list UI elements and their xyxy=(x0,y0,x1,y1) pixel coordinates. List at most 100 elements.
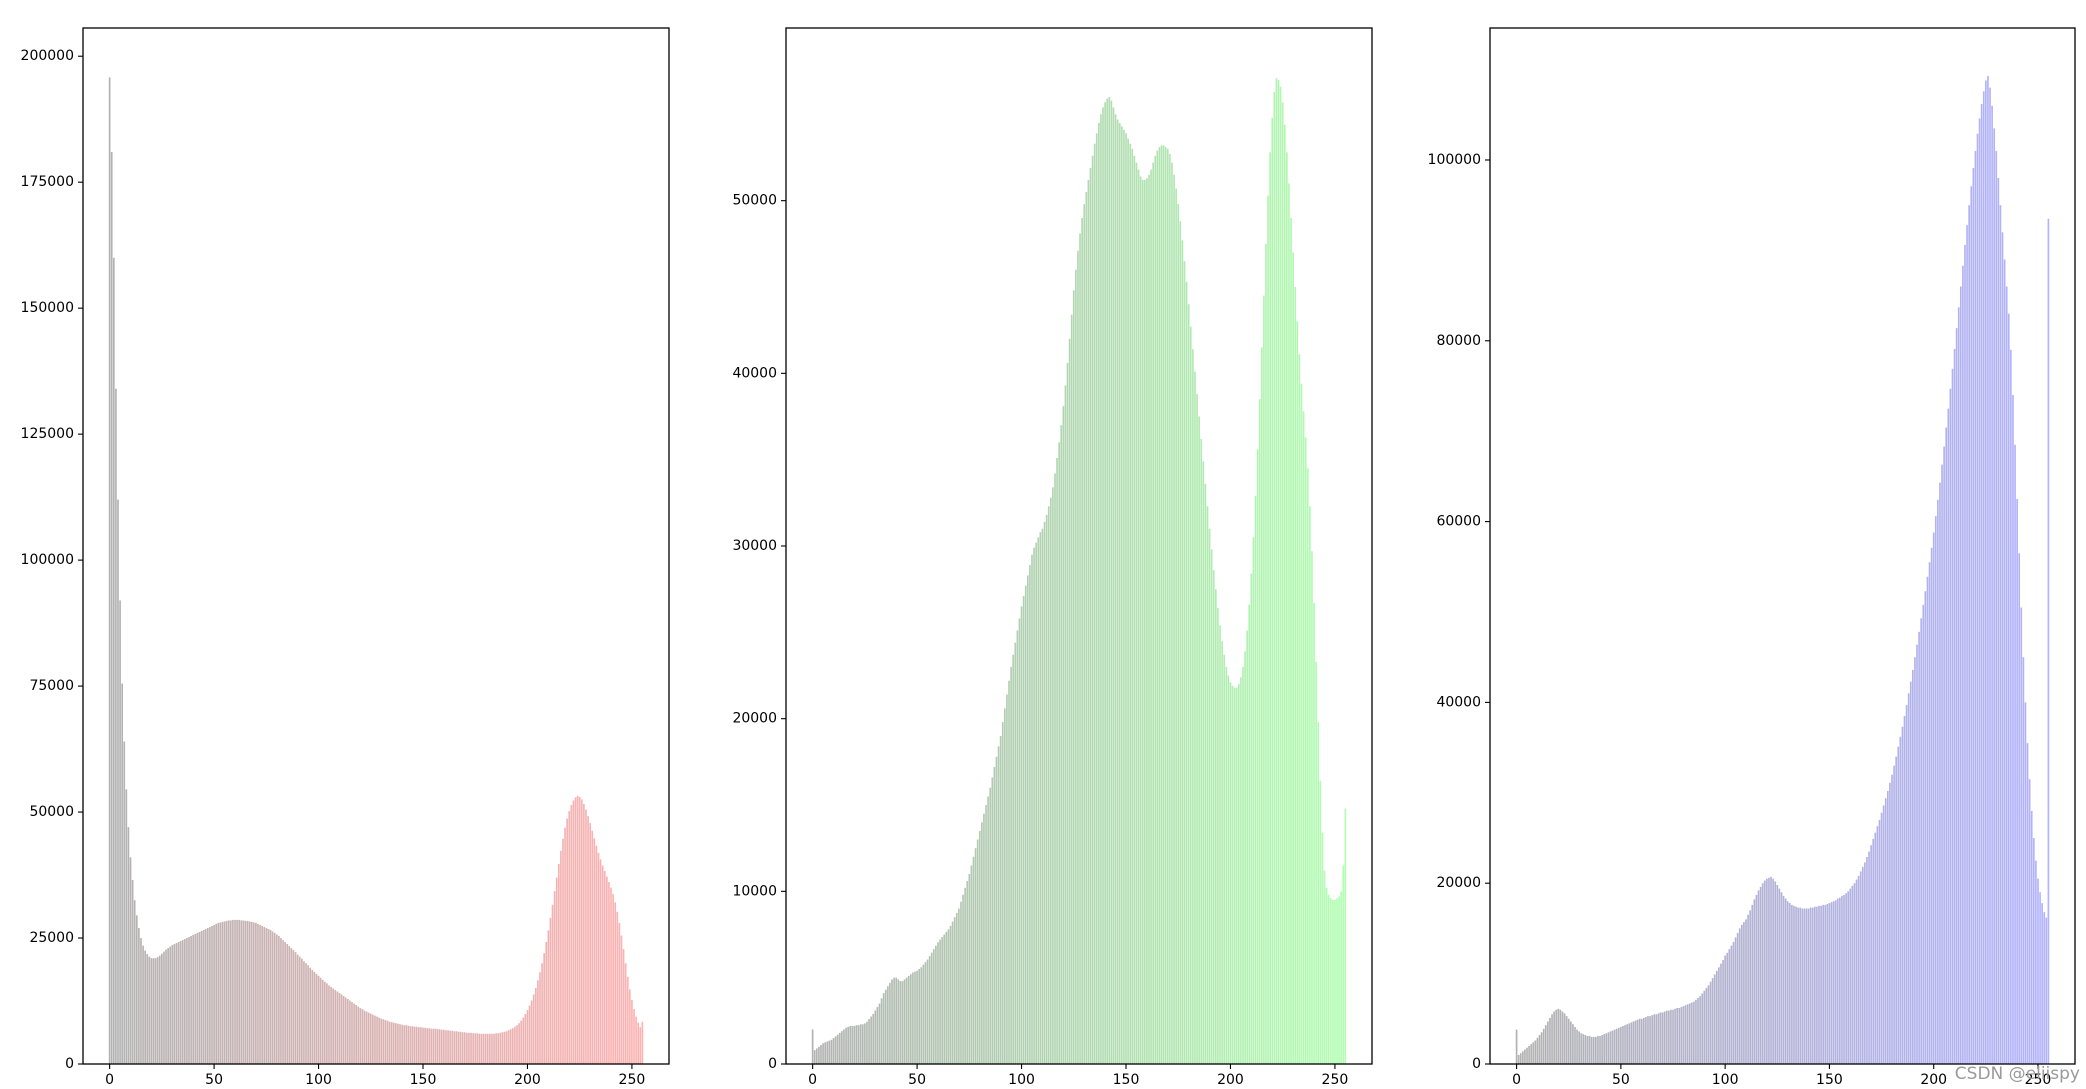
bar xyxy=(305,963,307,1064)
bar xyxy=(156,957,159,1064)
bar xyxy=(1993,128,1996,1064)
bar xyxy=(1659,1012,1662,1064)
bar xyxy=(1870,845,1872,1064)
bar xyxy=(1171,162,1173,1064)
bar xyxy=(1306,468,1309,1064)
bar xyxy=(1098,122,1100,1064)
bar xyxy=(620,935,623,1064)
bar xyxy=(1665,1010,1668,1064)
bar xyxy=(1985,80,1987,1065)
bar xyxy=(553,891,556,1064)
bar xyxy=(1519,1053,1522,1064)
bar xyxy=(280,938,282,1064)
bar xyxy=(1089,167,1092,1065)
bar xyxy=(1807,908,1810,1064)
bar xyxy=(1160,145,1163,1064)
bar xyxy=(1208,528,1211,1064)
bar xyxy=(1818,905,1820,1064)
bar xyxy=(1104,102,1106,1065)
bar xyxy=(1072,290,1075,1064)
bar xyxy=(263,926,266,1064)
bar xyxy=(1215,589,1217,1064)
bar xyxy=(1334,899,1336,1064)
bar xyxy=(1555,1009,1558,1064)
bar xyxy=(466,1032,468,1064)
bar xyxy=(1139,176,1142,1064)
bar xyxy=(880,998,883,1064)
bar xyxy=(1515,1029,1518,1064)
bar xyxy=(1813,906,1816,1064)
bar xyxy=(1964,244,1966,1064)
bar xyxy=(1283,124,1286,1064)
bar xyxy=(1626,1024,1628,1064)
bar xyxy=(184,939,186,1064)
bar xyxy=(1559,1009,1562,1064)
bar xyxy=(641,1021,644,1064)
bar xyxy=(463,1032,466,1064)
bar xyxy=(626,976,629,1064)
bar xyxy=(981,822,983,1064)
bar xyxy=(215,923,218,1064)
bar xyxy=(232,919,234,1064)
bar xyxy=(1183,261,1186,1065)
bar xyxy=(614,902,617,1064)
bar xyxy=(1690,1002,1693,1064)
bar xyxy=(1156,150,1159,1065)
bar xyxy=(1617,1027,1620,1064)
bar xyxy=(866,1021,868,1064)
bar xyxy=(1229,682,1232,1064)
bar xyxy=(1678,1007,1681,1064)
subplot: 0 50 100 150 200 250 0 25000 50000 75000 100000 125… xyxy=(21,27,670,1088)
bar xyxy=(587,816,589,1064)
bar xyxy=(1649,1016,1651,1064)
bar xyxy=(1256,449,1259,1065)
bar xyxy=(1538,1035,1541,1064)
bar xyxy=(589,823,591,1064)
bar xyxy=(560,850,562,1064)
bar xyxy=(1070,314,1073,1064)
bar xyxy=(968,874,971,1064)
bar xyxy=(1181,240,1184,1064)
bar xyxy=(1026,575,1029,1064)
bar xyxy=(1978,118,1981,1065)
bar xyxy=(319,977,322,1064)
bar xyxy=(2016,498,2018,1064)
bar xyxy=(893,977,895,1064)
bar xyxy=(430,1028,433,1064)
subplot: 0 50 100 150 200 250 0 20000 40000 60000 80000 1000… xyxy=(1428,27,2076,1088)
bar xyxy=(1592,1036,1595,1064)
x-tick-label: 0 xyxy=(808,1072,817,1088)
bar xyxy=(292,950,295,1064)
bar xyxy=(1768,877,1770,1064)
bar xyxy=(1279,86,1282,1064)
bar xyxy=(303,961,305,1064)
bar xyxy=(2020,607,2023,1064)
bar xyxy=(951,921,954,1064)
y-tick-label: 0 xyxy=(1472,1056,1481,1072)
bar xyxy=(972,856,975,1064)
x-tick-label: 200 xyxy=(514,1072,541,1088)
bar xyxy=(355,1005,357,1064)
bar xyxy=(1707,985,1710,1064)
bar xyxy=(1699,996,1701,1064)
bar xyxy=(958,908,960,1064)
bar xyxy=(1079,233,1081,1064)
bar xyxy=(897,979,900,1064)
bar xyxy=(1599,1035,1601,1064)
bar xyxy=(1233,687,1236,1064)
bar xyxy=(1795,906,1797,1064)
bar xyxy=(1075,269,1077,1064)
bar xyxy=(591,830,594,1064)
bar xyxy=(830,1039,833,1064)
bar xyxy=(1613,1029,1616,1064)
bar xyxy=(493,1033,495,1064)
bar xyxy=(509,1029,512,1064)
bar xyxy=(365,1011,368,1064)
bar xyxy=(1231,685,1234,1064)
bar xyxy=(2003,259,2006,1064)
axes-frame xyxy=(82,27,670,1065)
bar xyxy=(1313,602,1315,1064)
bar xyxy=(152,958,155,1064)
bar xyxy=(870,1016,872,1064)
bar xyxy=(537,980,539,1064)
